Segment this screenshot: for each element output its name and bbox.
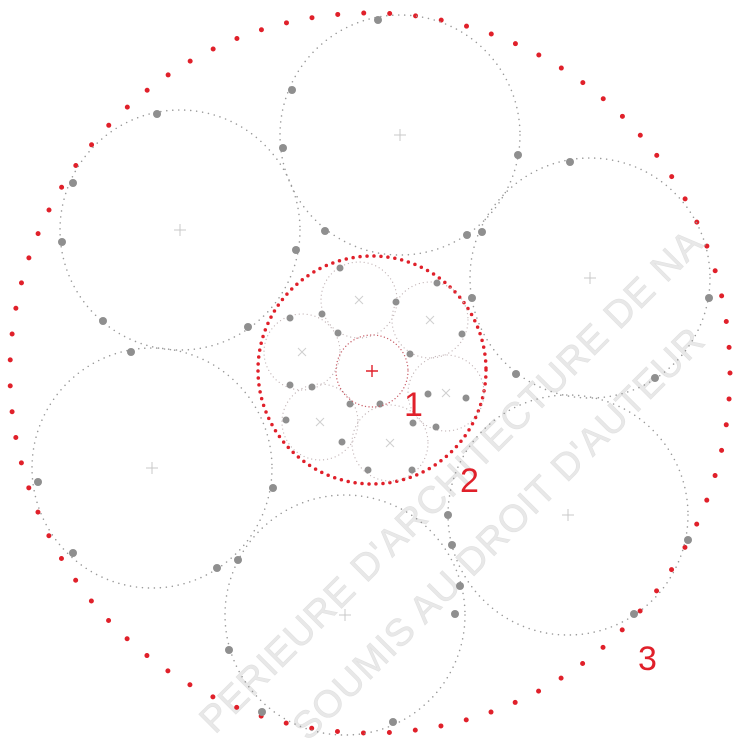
medium-circle <box>391 281 469 359</box>
medium-circle <box>263 313 341 391</box>
outer-boundary-circle <box>7 10 733 736</box>
large-circle <box>469 157 711 399</box>
large-circle <box>279 14 521 256</box>
watermark-line-2: SOUMIS AU DROIT D'AUTEUR <box>285 319 714 744</box>
medium-circle <box>281 383 359 461</box>
center-point-icon <box>366 365 378 377</box>
large-circles-ring <box>31 14 711 736</box>
label-level-2: 2 <box>460 462 479 500</box>
label-level-3: 3 <box>638 640 657 678</box>
medium-circle <box>407 354 485 432</box>
tangent-points-large <box>34 16 713 726</box>
large-circle <box>31 347 273 589</box>
medium-circle-centers <box>297 295 451 448</box>
large-circle-centers <box>146 129 596 621</box>
large-circle <box>59 109 301 351</box>
watermark-line-1: PERIEURE D'ARCHITECTURE DE NA <box>192 222 712 742</box>
large-circle <box>447 394 689 636</box>
watermark: PERIEURE D'ARCHITECTURE DE NA SOUMIS AU … <box>191 221 714 744</box>
medium-circle <box>351 404 429 482</box>
tangent-points-medium <box>282 264 470 474</box>
middle-boundary-circle <box>256 254 488 486</box>
center-circle <box>335 334 409 408</box>
large-circle <box>224 494 466 736</box>
label-level-1: 1 <box>404 386 423 424</box>
